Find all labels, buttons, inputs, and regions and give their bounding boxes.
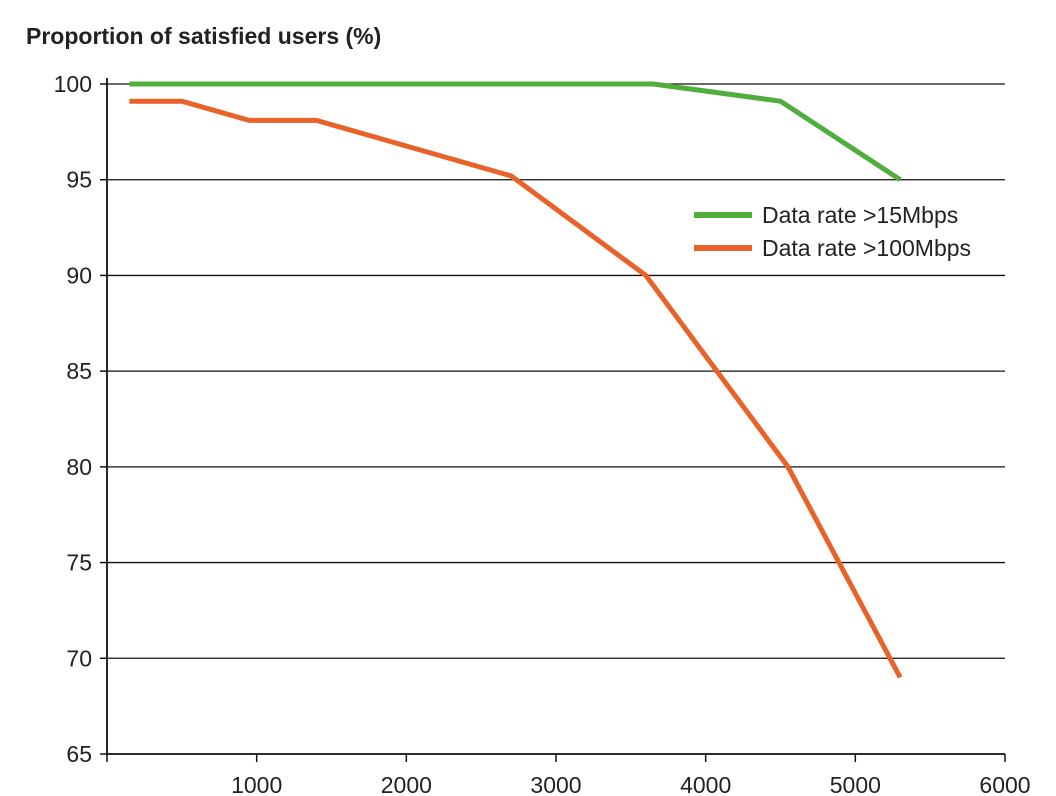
axes	[100, 78, 1006, 762]
y-tick-label: 80	[66, 454, 92, 480]
x-tick-label: 1000	[231, 772, 282, 796]
x-tick-labels: 1000 2000 3000 4000 5000 6000	[231, 772, 1031, 796]
y-tick-label: 70	[66, 645, 92, 671]
gridlines	[107, 83, 1005, 659]
series-line-2	[129, 98, 903, 679]
legend-label-1: Data rate >15Mbps	[762, 202, 958, 228]
chart-title: Proportion of satisfied users (%)	[26, 23, 381, 49]
series-lines	[129, 81, 903, 679]
y-tick-label: 100	[54, 71, 92, 97]
x-tick-label: 3000	[530, 772, 581, 796]
x-tick-label: 5000	[830, 772, 881, 796]
legend-label-2: Data rate >100Mbps	[762, 235, 971, 261]
series-line-1	[129, 81, 902, 182]
y-tick-label: 75	[66, 550, 92, 576]
x-tick-label: 4000	[680, 772, 731, 796]
x-tick-label: 6000	[979, 772, 1030, 796]
y-tick-label: 95	[66, 167, 92, 193]
y-tick-label: 65	[66, 741, 92, 767]
y-tick-label: 85	[66, 358, 92, 384]
x-tick-label: 2000	[381, 772, 432, 796]
legend: Data rate >15Mbps Data rate >100Mbps	[694, 202, 971, 261]
y-tick-labels: 100 95 90 85 80 75 70 65	[54, 71, 92, 767]
y-tick-label: 90	[66, 262, 92, 288]
